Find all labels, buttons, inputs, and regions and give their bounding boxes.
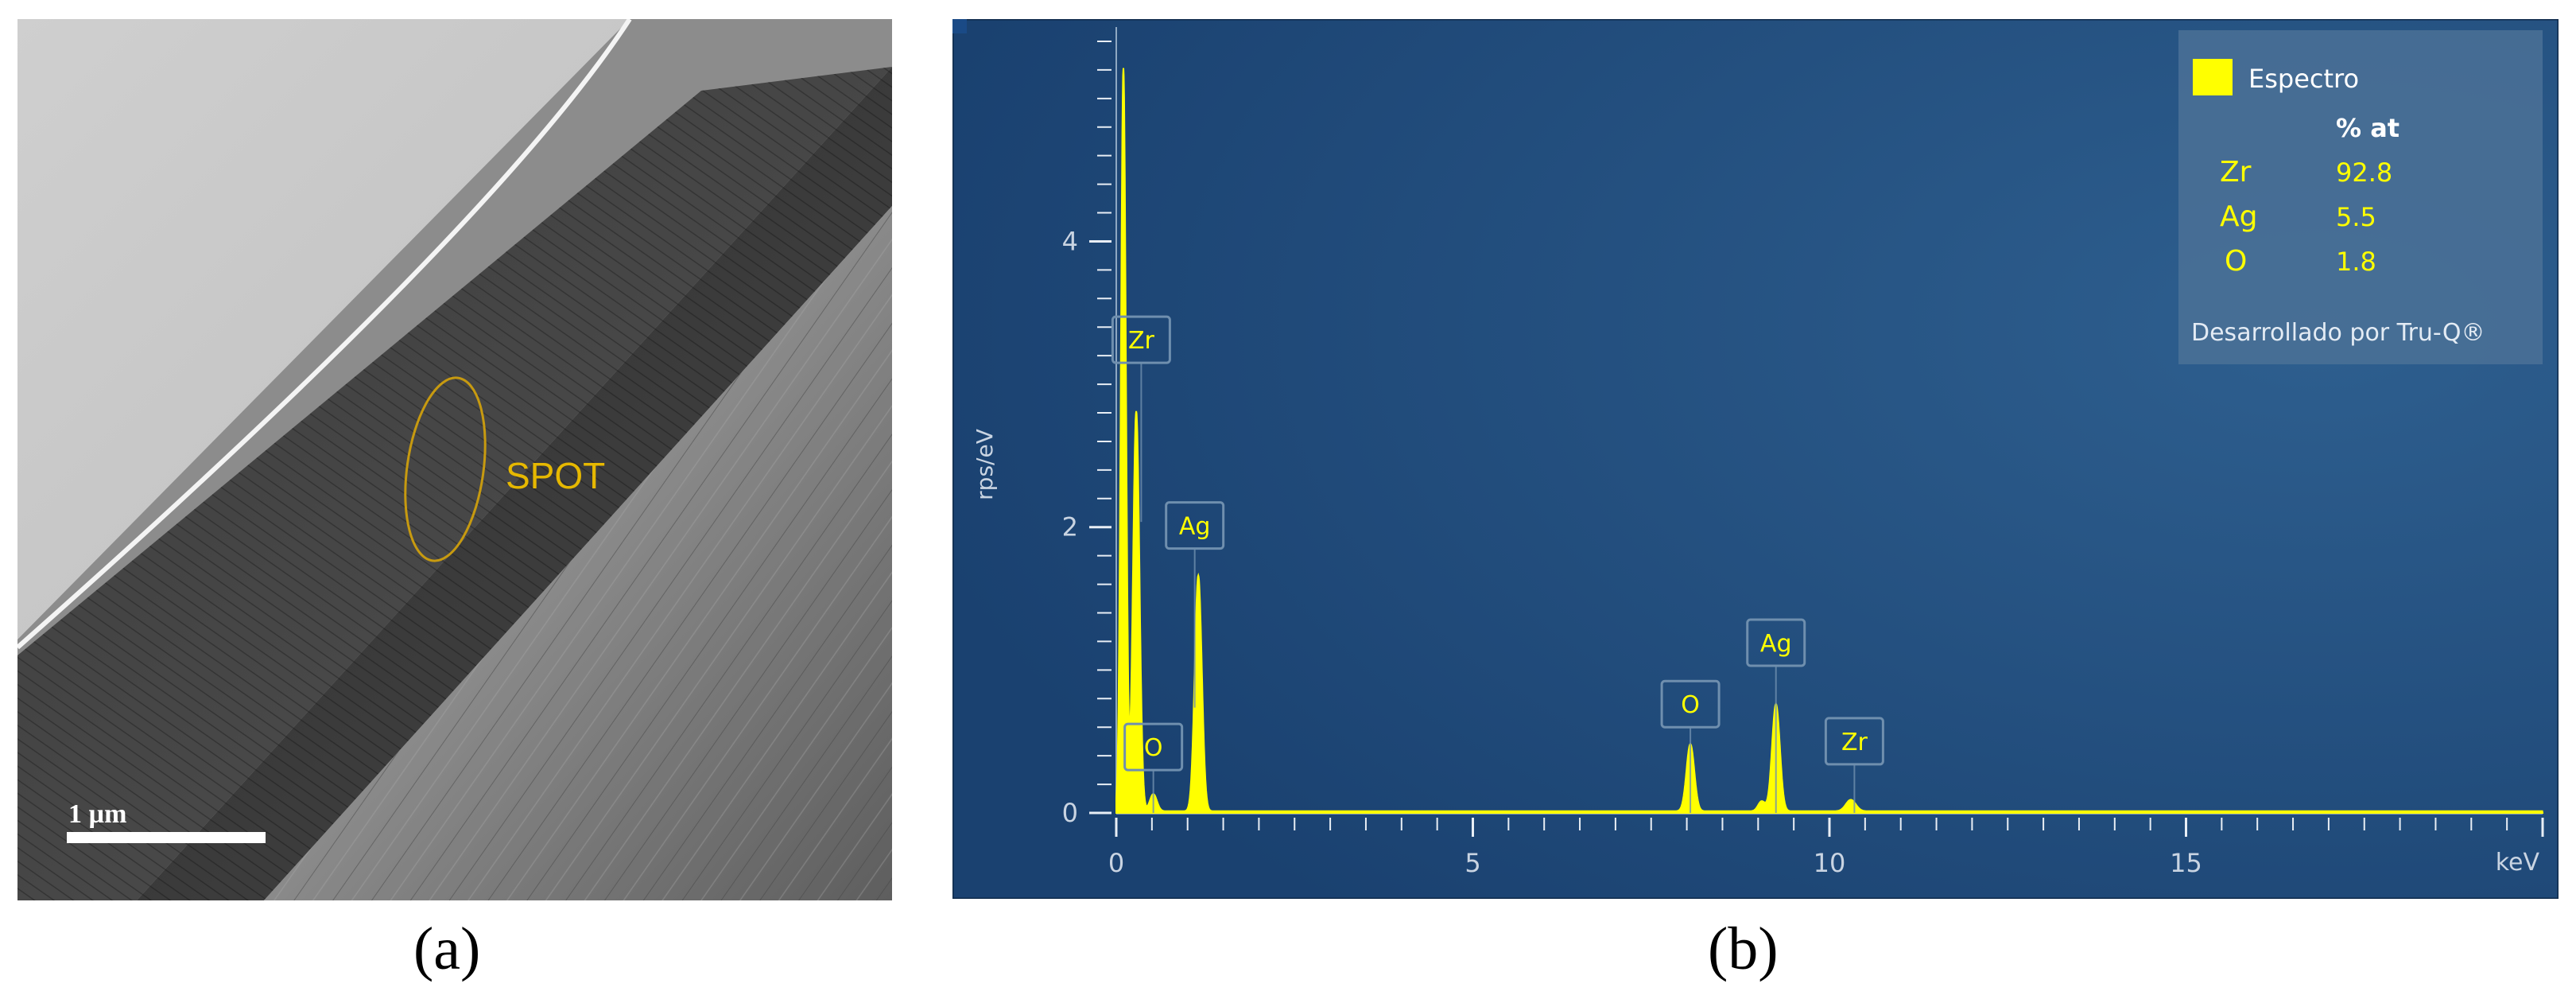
x-tick-label: 5 (1465, 848, 1480, 878)
x-tick-label: 10 (1814, 848, 1846, 878)
peak-label: Zr (1128, 327, 1155, 355)
y-tick-label: 0 (1062, 798, 1078, 828)
peak-label: O (1144, 734, 1163, 762)
peak-marker-box (1824, 717, 1884, 766)
tem-micrograph: SPOT 1 µm (17, 19, 892, 900)
legend-box: Espectro % at Zr 92.8 Ag 5.5 O 1.8 Desar… (2178, 30, 2543, 364)
eds-spectrum-panel: 0 5 10 15 0 2 4 Zr O Ag O Ag Zr rps/eV keV Espectro… (952, 19, 2559, 899)
caption-a: (a) (413, 916, 481, 982)
peak-marker-box (1111, 315, 1171, 364)
peak-label: Zr (1841, 729, 1868, 756)
x-axis-label: keV (2496, 849, 2540, 877)
x-tick-label: 0 (1108, 848, 1124, 878)
spot-label: SPOT (506, 455, 605, 496)
x-tick-label: 15 (2170, 848, 2202, 878)
peak-marker-box (1165, 501, 1225, 550)
scale-bar-label: 1 µm (68, 799, 126, 829)
y-tick-label: 4 (1062, 226, 1078, 256)
y-axis-label: rps/eV (972, 429, 998, 500)
peak-marker-box (1746, 618, 1806, 667)
peak-marker-box (1660, 679, 1721, 729)
legend-value: 5.5 (2336, 202, 2376, 232)
spot-ellipse (404, 376, 487, 562)
tem-micrograph-panel: SPOT 1 µm (17, 19, 892, 900)
legend-swatch (2193, 59, 2233, 95)
caption-b: (b) (1708, 916, 1779, 982)
legend-column-header: % at (2336, 113, 2399, 143)
legend-element: O (2225, 245, 2247, 278)
peak-label: Ag (1179, 513, 1211, 541)
substrate-texture (264, 206, 892, 900)
spectrum-area (1115, 68, 2544, 814)
legend-background (2178, 30, 2543, 364)
spectrum-series (1115, 68, 2544, 814)
legend-value: 92.8 (2336, 157, 2392, 188)
legend-element: Ag (2220, 200, 2257, 233)
peak-label: O (1681, 691, 1700, 719)
eds-spectrum-chart: 0 5 10 15 0 2 4 Zr O Ag O Ag Zr rps/eV keV Espectro… (952, 19, 2559, 899)
legend-series-name: Espectro (2248, 64, 2359, 94)
legend-value: 1.8 (2336, 247, 2376, 277)
film-texture-left (17, 67, 892, 900)
peak-marker-box (1123, 722, 1184, 772)
sample-edge (17, 19, 632, 650)
y-tick-label: 2 (1062, 512, 1078, 542)
scale-bar (67, 832, 266, 843)
legend-footer: Desarrollado por Tru-Q® (2191, 319, 2485, 347)
peak-annotations: Zr O Ag O Ag Zr (1111, 315, 1884, 813)
legend-element: Zr (2220, 156, 2252, 189)
peak-label: Ag (1760, 630, 1792, 658)
corner-marker (952, 19, 967, 33)
